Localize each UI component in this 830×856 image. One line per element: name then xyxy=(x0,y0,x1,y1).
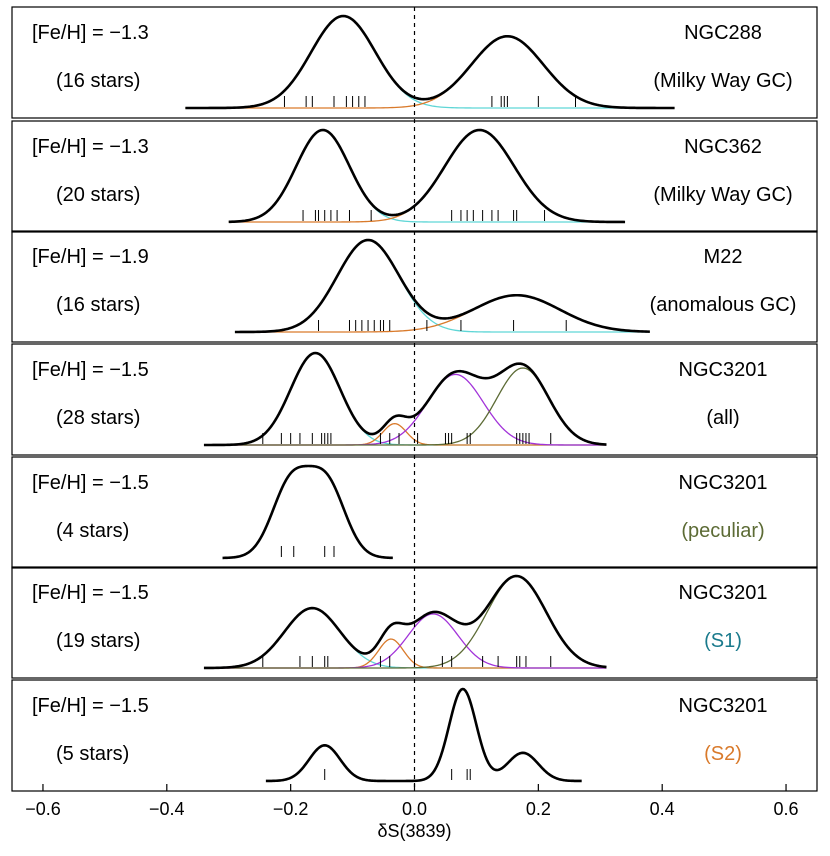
panel-star-count: (4 stars) xyxy=(56,520,129,542)
x-tick-label: 0.2 xyxy=(526,799,551,819)
panel-star-count: (28 stars) xyxy=(56,407,140,429)
panel-cluster-name: NGC362 xyxy=(684,136,762,158)
panel-metallicity: [Fe/H] = −1.5 xyxy=(32,695,149,717)
panel-star-count: (16 stars) xyxy=(56,70,140,92)
total-density-curve xyxy=(185,14,675,110)
x-tick-label: 0.4 xyxy=(650,799,675,819)
total-density-curve xyxy=(222,464,394,560)
component-curve-purple xyxy=(203,613,607,669)
component-curve-orange xyxy=(228,129,626,223)
x-tick-label: −0.6 xyxy=(25,799,61,819)
x-tick-label: 0.0 xyxy=(402,799,427,819)
panel-cluster-name: NGC288 xyxy=(684,22,762,44)
panel-cluster-subtitle: (anomalous GC) xyxy=(650,294,797,316)
component-curve-cyan xyxy=(228,129,626,223)
total-density-curve xyxy=(203,351,607,447)
panel-cluster-name: NGC3201 xyxy=(679,359,768,381)
panel-star-count: (19 stars) xyxy=(56,630,140,652)
component-curve-cyan xyxy=(185,15,675,109)
component-curve-cyan xyxy=(203,607,607,669)
x-tick-label: 0.6 xyxy=(774,799,799,819)
panel-cluster-subtitle: (peculiar) xyxy=(681,520,764,542)
total-density-curve xyxy=(265,687,582,783)
panel-metallicity: [Fe/H] = −1.5 xyxy=(32,582,149,604)
panel-star-count: (5 stars) xyxy=(56,743,129,765)
panel-star-count: (20 stars) xyxy=(56,184,140,206)
panel-star-count: (16 stars) xyxy=(56,294,140,316)
panel-cluster-name: NGC3201 xyxy=(679,582,768,604)
panel-metallicity: [Fe/H] = −1.5 xyxy=(32,359,149,381)
panel-cluster-subtitle: (all) xyxy=(706,407,739,429)
x-tick-label: −0.2 xyxy=(273,799,309,819)
panel-metallicity: [Fe/H] = −1.3 xyxy=(32,22,149,44)
x-tick-label: −0.4 xyxy=(149,799,185,819)
panel-cluster-subtitle: (S1) xyxy=(704,630,742,652)
panel-cluster-name: NGC3201 xyxy=(679,472,768,494)
panel-cluster-subtitle: (Milky Way GC) xyxy=(653,70,792,92)
total-density-curve xyxy=(228,128,626,224)
panel-metallicity: [Fe/H] = −1.5 xyxy=(32,472,149,494)
panel-cluster-subtitle: (S2) xyxy=(704,743,742,765)
panel-metallicity: [Fe/H] = −1.3 xyxy=(32,136,149,158)
total-density-curve xyxy=(234,238,650,334)
panel-cluster-name: M22 xyxy=(704,246,743,268)
panel-cluster-subtitle: (Milky Way GC) xyxy=(653,184,792,206)
x-axis-label: δS(3839) xyxy=(377,821,451,841)
panel-metallicity: [Fe/H] = −1.9 xyxy=(32,246,149,268)
panel-cluster-name: NGC3201 xyxy=(679,695,768,717)
total-density-curve xyxy=(203,574,607,670)
